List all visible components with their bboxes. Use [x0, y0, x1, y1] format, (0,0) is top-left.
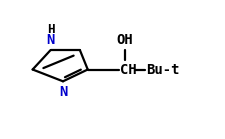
Text: N: N — [46, 33, 55, 47]
Text: OH: OH — [117, 33, 133, 47]
Text: Bu-t: Bu-t — [146, 63, 180, 76]
Text: CH: CH — [120, 63, 137, 76]
Text: N: N — [59, 85, 67, 99]
Text: H: H — [47, 23, 54, 36]
